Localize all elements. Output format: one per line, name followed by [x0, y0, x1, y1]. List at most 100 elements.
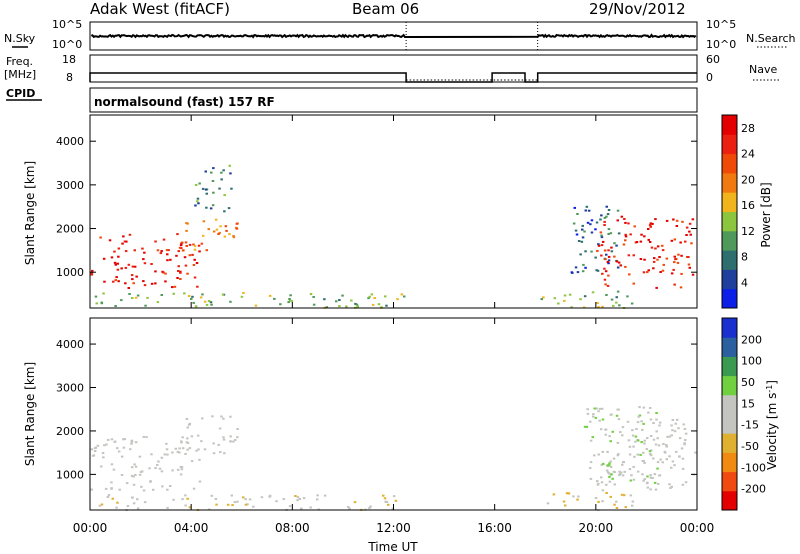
velocity-cell	[130, 466, 134, 469]
velocity-cell	[185, 418, 189, 420]
velocity-cell	[211, 415, 214, 418]
velocity-cell	[229, 440, 232, 443]
velocity-cell	[106, 438, 110, 441]
velocity-cell	[145, 436, 148, 439]
power-cell	[115, 276, 118, 279]
power-cell	[596, 250, 599, 252]
power-cell	[290, 300, 294, 303]
nsky-trace-line	[90, 33, 697, 39]
velocity-cell	[122, 446, 126, 449]
velocity-region-5	[546, 492, 635, 512]
power-cell	[223, 210, 226, 213]
velocity-cell	[347, 506, 350, 508]
velocity-cell	[226, 503, 230, 506]
freq-unit: [MHz]	[4, 68, 36, 81]
velocity-cell	[160, 456, 164, 459]
power-cell	[232, 236, 236, 239]
velocity-cell	[369, 505, 372, 508]
velocity-colorbar-tick: 100	[741, 355, 762, 368]
velocity-colorbar-label-sup: -1	[765, 385, 774, 393]
velocity-cell	[656, 461, 660, 464]
velocity-cell	[296, 499, 299, 502]
power-cell	[647, 238, 650, 241]
velocity-cell	[210, 494, 213, 497]
power-cell	[605, 215, 608, 218]
power-cell	[102, 257, 106, 260]
velocity-cell	[138, 455, 142, 458]
velocity-cell	[649, 452, 652, 455]
velocity-cell	[130, 440, 134, 443]
velocity-cell	[641, 473, 644, 476]
velocity-cell	[597, 482, 600, 485]
power-cell	[90, 273, 94, 276]
power-cell	[166, 253, 169, 256]
velocity-cell	[588, 467, 592, 469]
velocity-cell	[586, 412, 590, 415]
velocity-cell	[642, 451, 645, 454]
velocity-cell	[282, 498, 285, 501]
velocity-cell	[383, 497, 387, 500]
power-cell	[610, 250, 614, 253]
power-cell	[661, 249, 665, 252]
velocity-cell	[110, 438, 114, 441]
power-cell	[176, 233, 179, 236]
velocity-cell	[123, 438, 126, 441]
velocity-cell	[616, 441, 620, 444]
velocity-cell	[134, 441, 138, 444]
velocity-cell	[643, 461, 646, 464]
power-cell	[627, 222, 630, 225]
power-cell	[108, 239, 112, 242]
velocity-cell	[244, 498, 247, 501]
velocity-cell	[139, 471, 143, 473]
power-cell	[599, 231, 603, 234]
velocity-cell	[106, 496, 110, 498]
power-cell	[150, 263, 153, 265]
velocity-cell	[186, 448, 189, 451]
power-cell	[616, 290, 620, 293]
velocity-cell	[663, 450, 667, 453]
velocity-cell	[628, 468, 632, 471]
power-cell	[205, 206, 208, 209]
power-cell	[218, 231, 221, 234]
velocity-cell	[605, 483, 608, 486]
velocity-colorbar-swatch	[722, 452, 737, 473]
velocity-cell	[661, 461, 664, 464]
power-cell	[207, 228, 210, 231]
power-cell	[205, 303, 209, 306]
velocity-cell	[130, 439, 133, 442]
velocity-colorbar-tick: 50	[741, 376, 755, 389]
power-cell	[128, 233, 132, 236]
power-cell	[672, 218, 675, 221]
velocity-cell	[102, 456, 105, 459]
velocity-cell	[90, 488, 93, 491]
velocity-cell	[107, 494, 111, 497]
power-cell	[675, 225, 679, 227]
velocity-colorbar-swatch	[722, 318, 737, 338]
velocity-colorbar-tick: -200	[741, 483, 766, 496]
velocity-cell	[275, 500, 278, 503]
power-cell	[600, 234, 603, 237]
power-cell	[583, 230, 586, 233]
power-cell	[219, 225, 222, 228]
velocity-cell	[129, 448, 132, 451]
velocity-cell	[646, 481, 649, 484]
velocity-cell	[188, 506, 192, 509]
velocity-cell	[638, 406, 641, 409]
velocity-cell	[643, 439, 646, 442]
power-cell	[689, 233, 692, 236]
power-cell	[616, 219, 619, 222]
velocity-cell	[158, 467, 162, 470]
x-axis-ticks: 00:00 04:00 08:00 12:00 16:00 20:00 00:00	[73, 115, 714, 535]
freq-tick-top: 18	[62, 53, 76, 66]
velocity-cell	[684, 439, 687, 441]
velocity-yticks: 1000 2000 3000 4000	[56, 338, 697, 481]
power-cell	[114, 305, 117, 307]
velocity-cell	[609, 460, 612, 463]
power-cell	[599, 218, 602, 221]
velocity-cell	[611, 430, 614, 433]
power-cell	[335, 300, 338, 303]
velocity-region-3	[596, 418, 697, 492]
power-cell	[596, 302, 599, 305]
power-cell	[661, 244, 664, 247]
velocity-cell	[640, 441, 643, 444]
